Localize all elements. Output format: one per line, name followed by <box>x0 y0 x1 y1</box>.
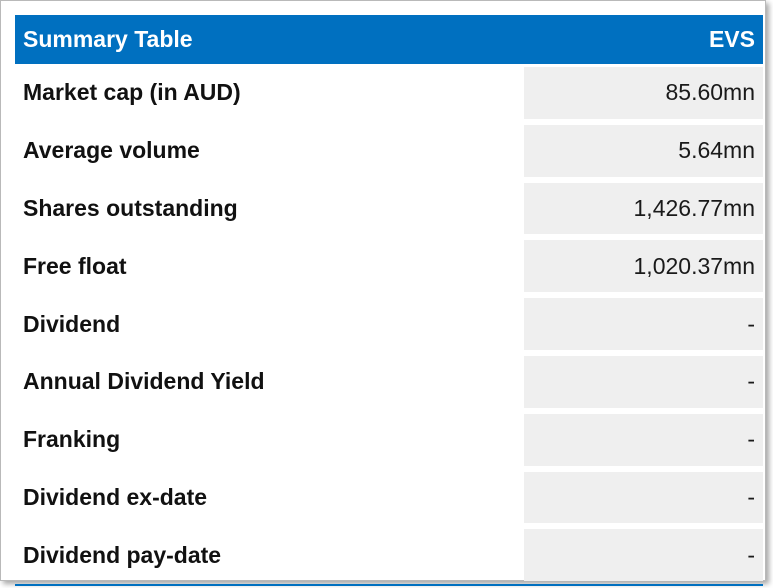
row-value: - <box>524 471 763 524</box>
row-value: - <box>524 529 763 582</box>
row-label: Franking <box>23 426 121 453</box>
table-row-annual-dividend-yield: Annual Dividend Yield - <box>15 353 763 411</box>
table-row-dividend-pay-date: Dividend pay-date - <box>15 526 763 587</box>
row-value: - <box>524 413 763 466</box>
ticker-label: EVS <box>708 26 755 52</box>
row-value: 1,020.37mn <box>524 240 763 293</box>
row-label: Free float <box>23 252 127 279</box>
row-label: Market cap (in AUD) <box>23 79 241 106</box>
table-row-free-float: Free float 1,020.37mn <box>15 237 763 295</box>
row-label: Dividend ex-date <box>23 483 208 510</box>
table-row-franking: Franking - <box>15 411 763 469</box>
row-label: Annual Dividend Yield <box>23 368 265 395</box>
table-title: Summary Table <box>23 26 193 52</box>
table-row-dividend-ex-date: Dividend ex-date - <box>15 469 763 527</box>
row-value: 1,426.77mn <box>524 182 763 235</box>
row-label: Average volume <box>23 137 200 164</box>
summary-table: Summary Table EVS Market cap (in AUD) 85… <box>15 15 763 587</box>
row-label: Dividend <box>23 310 121 337</box>
row-label: Dividend pay-date <box>23 541 222 568</box>
row-value: 85.60mn <box>524 67 763 119</box>
table-row-average-volume: Average volume 5.64mn <box>15 122 763 180</box>
table-row-dividend: Dividend - <box>15 295 763 353</box>
row-value: - <box>524 355 763 408</box>
table-row-shares-outstanding: Shares outstanding 1,426.77mn <box>15 180 763 238</box>
row-value: 5.64mn <box>524 124 763 177</box>
row-label: Shares outstanding <box>23 194 238 221</box>
table-row-market-cap: Market cap (in AUD) 85.60mn <box>15 64 763 122</box>
table-header: Summary Table EVS <box>15 15 763 64</box>
row-value: - <box>524 298 763 350</box>
